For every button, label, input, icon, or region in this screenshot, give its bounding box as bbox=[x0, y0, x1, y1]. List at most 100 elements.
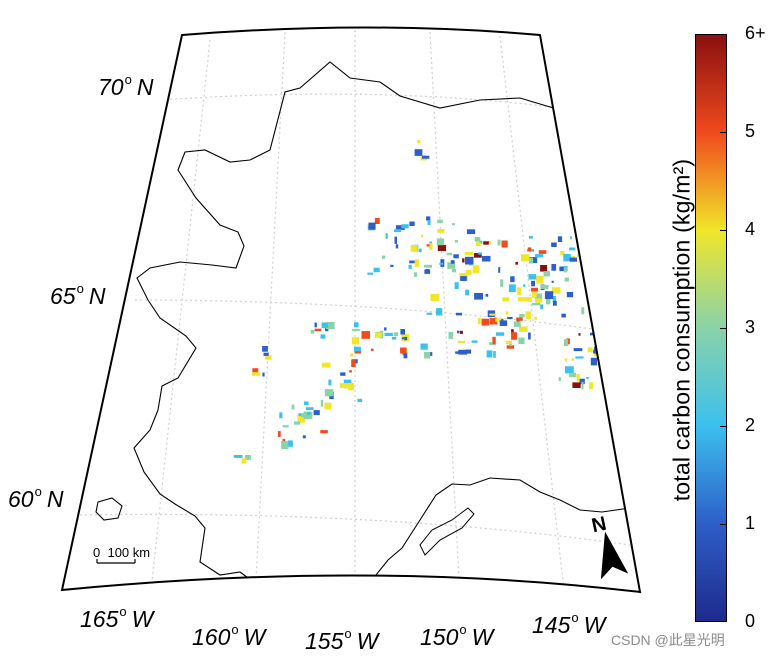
carbon-patch bbox=[519, 326, 528, 332]
colorbar-tick-mark bbox=[720, 524, 726, 525]
carbon-patch bbox=[544, 291, 554, 299]
carbon-patch bbox=[506, 345, 515, 349]
carbon-patch bbox=[454, 282, 459, 289]
carbon-patch bbox=[529, 257, 538, 263]
carbon-patch bbox=[262, 346, 268, 352]
island-coast bbox=[95, 497, 123, 521]
carbon-patch bbox=[603, 327, 606, 334]
carbon-patch bbox=[485, 293, 489, 297]
carbon-patch bbox=[262, 372, 265, 377]
carbon-patch bbox=[557, 236, 563, 242]
carbon-patch bbox=[558, 377, 561, 382]
carbon-patch bbox=[511, 332, 517, 340]
carbon-patch bbox=[473, 253, 482, 258]
carbon-patch bbox=[498, 267, 501, 273]
carbon-patch bbox=[382, 255, 386, 259]
carbon-patch bbox=[265, 355, 272, 360]
carbon-patch bbox=[540, 265, 547, 272]
carbon-patch bbox=[540, 304, 543, 310]
carbon-patch bbox=[446, 252, 452, 256]
carbon-patch bbox=[502, 297, 509, 302]
carbon-patch bbox=[559, 266, 568, 272]
carbon-patch bbox=[527, 247, 532, 251]
carbon-patch bbox=[351, 337, 360, 345]
graticule bbox=[79, 30, 631, 592]
carbon-patch bbox=[518, 337, 525, 345]
colorbar-tick-label: 1 bbox=[745, 513, 756, 533]
carbon-patch bbox=[457, 330, 460, 334]
carbon-patch bbox=[313, 410, 320, 416]
carbon-patch bbox=[457, 340, 466, 343]
carbon-patch bbox=[534, 317, 537, 320]
carbon-patch bbox=[471, 340, 478, 343]
carbon-patch bbox=[343, 379, 352, 385]
carbon-patch bbox=[481, 255, 491, 262]
carbon-patch bbox=[489, 318, 498, 325]
carbon-patch bbox=[581, 381, 584, 390]
carbon-patch bbox=[448, 331, 454, 339]
carbon-patch bbox=[590, 332, 594, 336]
watermark: CSDN @此星光明 bbox=[611, 632, 725, 648]
carbon-patch bbox=[578, 333, 581, 336]
carbon-patch bbox=[505, 311, 509, 315]
carbon-patch bbox=[483, 241, 489, 245]
carbon-patch bbox=[436, 238, 445, 246]
carbon-patch bbox=[418, 248, 422, 253]
carbon-patch bbox=[400, 329, 405, 335]
carbon-patch bbox=[410, 244, 418, 252]
carbon-patch bbox=[516, 317, 523, 321]
carbon-patch bbox=[523, 284, 526, 288]
scale-bar bbox=[96, 559, 136, 564]
carbon-patch bbox=[277, 431, 281, 437]
carbon-patch bbox=[436, 308, 443, 316]
carbon-patch bbox=[422, 155, 430, 159]
carbon-patch bbox=[564, 339, 569, 346]
carbon-patch bbox=[508, 284, 516, 293]
carbon-patch bbox=[551, 280, 554, 283]
carbon-patch bbox=[479, 240, 483, 244]
carbon-patch bbox=[458, 349, 468, 355]
carbon-patch bbox=[320, 399, 323, 407]
carbon-patch bbox=[460, 276, 467, 281]
carbon-patch bbox=[500, 279, 504, 287]
carbon-patch bbox=[320, 334, 326, 339]
colorbar-title: total carbon consumption (kg/m²) bbox=[668, 158, 695, 502]
carbon-patch bbox=[531, 290, 537, 298]
carbon-patch bbox=[324, 402, 332, 410]
north-arrow-icon bbox=[600, 531, 629, 580]
carbon-patch bbox=[303, 411, 313, 420]
carbon-patch bbox=[326, 323, 329, 328]
carbon-patch bbox=[351, 328, 361, 331]
carbon-patch bbox=[535, 254, 544, 258]
carbon-patch bbox=[414, 149, 423, 156]
colorbar-tick-mark bbox=[720, 328, 726, 329]
carbon-patch bbox=[281, 441, 289, 449]
peninsula-coast bbox=[419, 507, 475, 556]
carbon-patch bbox=[531, 302, 541, 306]
carbon-patch bbox=[357, 398, 363, 402]
carbon-patch bbox=[575, 356, 584, 359]
carbon-patch bbox=[515, 261, 518, 265]
carbon-patch bbox=[576, 374, 580, 382]
carbon-patch bbox=[328, 379, 332, 386]
carbon-patch bbox=[495, 332, 505, 336]
carbon-patch bbox=[394, 229, 402, 232]
carbon-patch bbox=[279, 412, 283, 419]
carbon-patch bbox=[385, 233, 388, 239]
carbon-patch bbox=[569, 236, 572, 240]
carbon-patch bbox=[535, 293, 543, 300]
carbon-patch bbox=[354, 322, 359, 328]
carbon-patch bbox=[409, 260, 416, 264]
carbon-patch bbox=[501, 240, 508, 248]
carbon-patch bbox=[413, 272, 418, 277]
carbon-patch bbox=[492, 336, 496, 345]
carbon-patch bbox=[324, 389, 334, 397]
carbon-patch bbox=[301, 413, 307, 418]
carbon-patch bbox=[417, 140, 421, 144]
carbon-consumption-patches bbox=[233, 140, 612, 464]
carbon-patch bbox=[495, 318, 504, 322]
carbon-patch bbox=[513, 321, 521, 327]
carbon-patch bbox=[340, 372, 346, 376]
carbon-patch bbox=[587, 347, 593, 353]
carbon-patch bbox=[531, 280, 535, 287]
